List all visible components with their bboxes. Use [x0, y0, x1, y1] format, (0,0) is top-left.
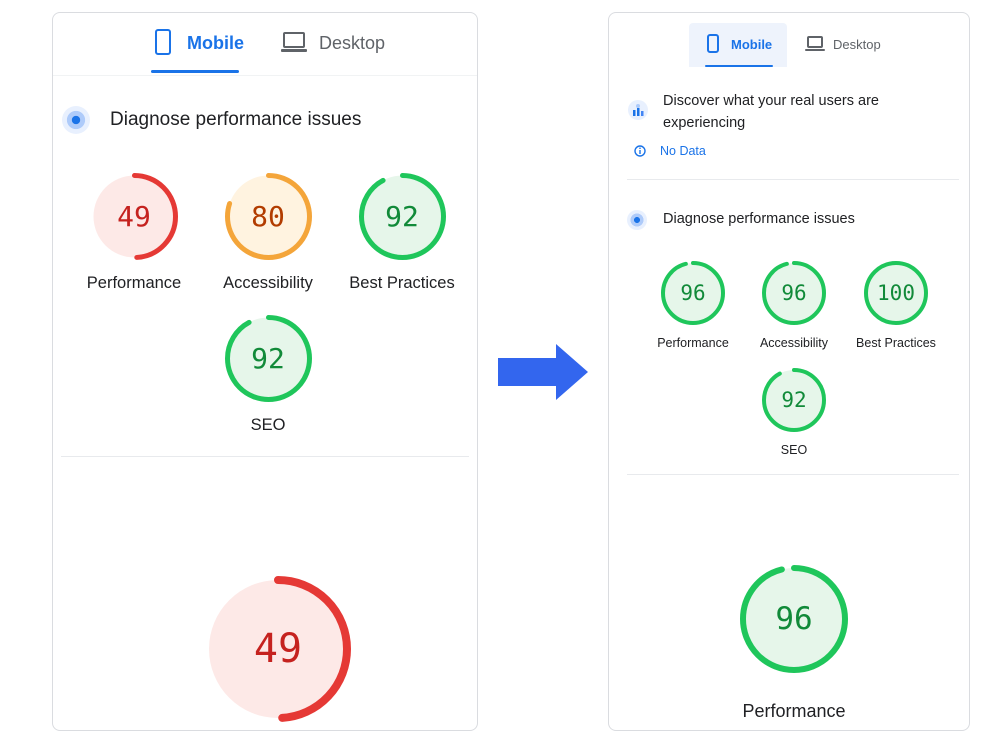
- before-report-panel: Mobile Desktop Diagnose performance issu…: [52, 12, 478, 731]
- gauge-ring: [661, 261, 725, 325]
- gauge-score-value: 49: [117, 199, 151, 233]
- lighthouse-icon: [62, 106, 90, 134]
- performance-summary-score-gauge[interactable]: 49: [204, 575, 352, 723]
- device-tabs: Mobile Desktop: [609, 13, 969, 69]
- performance-score-gauge[interactable]: 96: [660, 260, 726, 326]
- gauge-score-value: 49: [253, 626, 303, 672]
- right-arrow-icon: [498, 344, 588, 400]
- gauge-category-label: SEO: [250, 416, 286, 434]
- active-tab-indicator: [151, 70, 239, 73]
- diagnose-section-title: Diagnose performance issues: [110, 109, 362, 130]
- gauge-arc: [90, 172, 178, 260]
- gauge-score-value: 92: [251, 341, 285, 375]
- tab-desktop-label: Desktop: [833, 37, 881, 52]
- gauge-ring: [864, 261, 928, 325]
- gauge-background: [743, 568, 845, 670]
- gauge-category-label: Performance: [742, 701, 846, 721]
- phone-icon: [707, 34, 719, 53]
- gauge-background: [93, 175, 175, 257]
- laptop-icon: [805, 36, 825, 51]
- gauge-arc: [762, 261, 826, 325]
- accessibility-score-gauge[interactable]: 96: [761, 260, 827, 326]
- section-divider: [627, 474, 959, 475]
- gauge-ring: [205, 576, 351, 722]
- gauge-ring: [90, 172, 178, 260]
- seo-score-gauge[interactable]: 92: [761, 367, 827, 433]
- tab-mobile[interactable]: Mobile: [689, 23, 787, 67]
- tab-desktop-label: Desktop: [319, 33, 386, 53]
- info-icon: [634, 145, 646, 157]
- gauge-score-value: 80: [251, 199, 285, 233]
- device-tabs: Mobile Desktop: [53, 13, 477, 76]
- gauge-arc: [224, 172, 312, 260]
- gauge-category-label: SEO: [780, 443, 808, 457]
- gauge-ring: [762, 368, 826, 432]
- gauge-arc: [224, 314, 312, 402]
- section-divider: [627, 179, 959, 180]
- gauge-score-value: 100: [877, 281, 915, 305]
- gauge-arc: [864, 261, 928, 325]
- phone-icon: [155, 29, 171, 55]
- gauge-arc: [762, 368, 826, 432]
- gauge-background: [227, 175, 309, 257]
- gauge-score-value: 92: [781, 388, 807, 412]
- active-tab-indicator: [705, 65, 773, 67]
- gauge-score-value: 96: [781, 281, 807, 305]
- gauge-background: [764, 263, 824, 323]
- after-report-panel: Mobile Desktop Discover what your real u…: [608, 12, 970, 731]
- gauge-ring: [224, 314, 312, 402]
- field-data-title-line: Discover what your real users are: [663, 93, 879, 109]
- no-data-link[interactable]: No Data: [660, 144, 706, 158]
- gauge-background: [663, 263, 723, 323]
- gauge-background: [866, 263, 926, 323]
- gauge-background: [764, 370, 824, 430]
- gauge-background: [209, 580, 347, 718]
- performance-summary-score-gauge[interactable]: 96: [739, 564, 849, 674]
- gauge-arc: [358, 172, 446, 260]
- gauge-score-value: 96: [680, 281, 706, 305]
- best-practices-score-gauge[interactable]: 92: [358, 172, 447, 261]
- gauge-arc: [740, 565, 848, 673]
- tab-mobile-label: Mobile: [187, 33, 244, 53]
- gauge-category-label: Performance: [86, 274, 182, 292]
- section-divider: [61, 456, 469, 457]
- gauge-ring: [224, 172, 312, 260]
- gauge-arc: [205, 576, 351, 722]
- accessibility-score-gauge[interactable]: 80: [224, 172, 313, 261]
- gauge-category-label: Accessibility: [759, 336, 829, 350]
- best-practices-score-gauge[interactable]: 100: [863, 260, 929, 326]
- gauge-ring: [740, 565, 848, 673]
- tab-desktop[interactable]: Desktop: [281, 13, 401, 73]
- gauge-category-label: Performance: [657, 336, 729, 350]
- tab-mobile[interactable]: Mobile: [151, 13, 244, 73]
- tab-mobile-label: Mobile: [731, 37, 773, 52]
- gauge-ring: [762, 261, 826, 325]
- tab-desktop[interactable]: Desktop: [803, 23, 903, 67]
- gauge-arc: [661, 261, 725, 325]
- gauge-score-value: 92: [385, 199, 419, 233]
- gauge-ring: [358, 172, 446, 260]
- field-data-title: Discover what your real users are experi…: [663, 90, 879, 134]
- field-data-icon: [628, 100, 648, 120]
- gauge-background: [227, 317, 309, 399]
- gauge-category-label: Best Practices: [349, 274, 455, 292]
- seo-score-gauge[interactable]: 92: [224, 314, 313, 403]
- gauge-category-label: Accessibility: [223, 274, 313, 292]
- field-data-title-line: experiencing: [663, 115, 746, 131]
- gauge-score-value: 96: [775, 601, 813, 637]
- performance-score-gauge[interactable]: 49: [90, 172, 179, 261]
- lighthouse-icon: [627, 210, 647, 230]
- diagnose-section-title: Diagnose performance issues: [663, 211, 855, 227]
- gauge-category-label: Best Practices: [856, 336, 936, 350]
- gauge-background: [361, 175, 443, 257]
- laptop-icon: [281, 32, 307, 52]
